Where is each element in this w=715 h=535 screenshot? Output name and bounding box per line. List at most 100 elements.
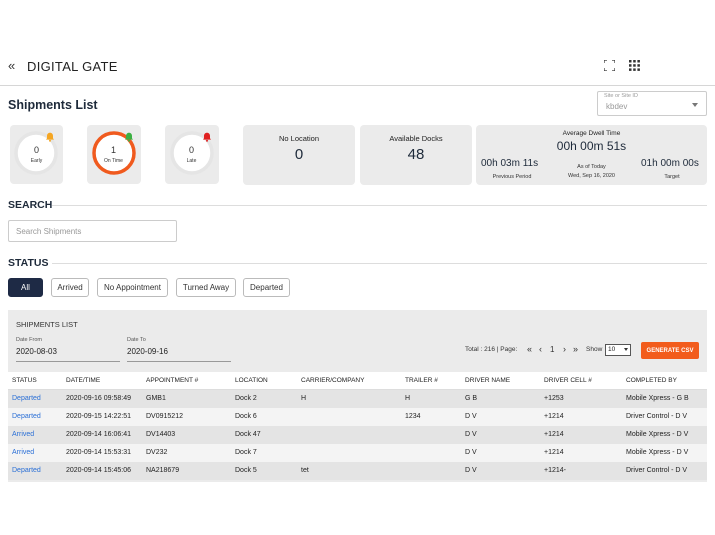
filter-no-appointment-button[interactable]: No Appointment	[97, 278, 168, 297]
dwell-previous-label: Previous Period	[492, 174, 532, 180]
chevron-down-icon	[624, 348, 628, 351]
filter-departed-button[interactable]: Departed	[243, 278, 290, 297]
search-divider	[52, 205, 707, 206]
date-to-label: Date To	[127, 337, 146, 343]
table-row[interactable]: Arrived 2020-09-14 16:06:41 DV14403 Dock…	[8, 426, 707, 444]
search-heading: SEARCH	[8, 199, 53, 211]
appointment-cell: DV14403	[146, 431, 176, 438]
double-chevron-left-icon[interactable]: «	[8, 58, 16, 73]
driver-cell-cell: +1214	[544, 449, 564, 456]
late-label: Late	[186, 158, 197, 164]
site-select[interactable]: Site or Site ID kbdev	[597, 91, 707, 116]
dwell-as-of-date: Wed, Sep 16, 2020	[568, 173, 615, 179]
grid-icon[interactable]	[629, 60, 640, 71]
page-size-value: 10	[608, 346, 616, 353]
date-time-cell: 2020-09-16 09:58:49	[66, 395, 131, 402]
first-page-button[interactable]: «	[527, 344, 533, 354]
column-header[interactable]: APPOINTMENT #	[146, 377, 199, 384]
fullscreen-icon[interactable]	[604, 60, 615, 71]
early-gauge	[14, 131, 58, 175]
dwell-target-label: Target	[664, 174, 680, 180]
shipments-list-title: SHIPMENTS LIST	[16, 320, 78, 329]
location-cell: Dock 7	[235, 449, 257, 456]
on-time-label: On Time	[104, 158, 123, 164]
driver-cell-cell: +1214	[544, 431, 564, 438]
page-size-select[interactable]: 10	[605, 344, 631, 356]
status-divider	[52, 263, 707, 264]
show-label: Show	[586, 346, 603, 353]
location-cell: Dock 47	[235, 431, 261, 438]
early-label: Early	[30, 158, 43, 164]
table-row[interactable]: Departed 2020-09-16 09:58:49 GMB1 Dock 2…	[8, 390, 707, 408]
top-bar: « DIGITAL GATE	[0, 46, 715, 86]
table-row[interactable]: Departed 2020-09-14 15:45:06 NA218679 Do…	[8, 462, 707, 480]
dwell-previous-value: 00h 03m 11s	[481, 158, 539, 169]
late-card[interactable]: 0 Late	[165, 125, 219, 184]
date-time-cell: 2020-09-14 15:45:06	[66, 467, 131, 474]
prev-page-button[interactable]: ‹	[539, 344, 542, 354]
available-docks-title: Available Docks	[389, 134, 443, 143]
location-cell: Dock 5	[235, 467, 257, 474]
driver-cell-cell: +1214	[544, 413, 564, 420]
filter-turned-away-button[interactable]: Turned Away	[176, 278, 236, 297]
early-count: 0	[33, 145, 39, 155]
driver-name-cell: G B	[465, 395, 478, 402]
column-header[interactable]: STATUS	[12, 377, 37, 384]
early-card[interactable]: 0 Early	[10, 125, 63, 184]
carrier-cell: H	[301, 395, 307, 402]
bell-icon	[46, 132, 54, 142]
column-header[interactable]: LOCATION	[235, 377, 268, 384]
no-location-title: No Location	[278, 134, 320, 143]
location-cell: Dock 6	[235, 413, 257, 420]
status-link[interactable]: Departed	[12, 395, 41, 402]
status-link[interactable]: Arrived	[12, 431, 35, 438]
date-from-label: Date From	[16, 337, 42, 343]
status-link[interactable]: Arrived	[12, 449, 35, 456]
column-header[interactable]: DATE/TIME	[66, 377, 101, 384]
dwell-target-value: 01h 00m 00s	[641, 158, 699, 169]
dwell-time-card: Average Dwell Time 00h 00m 51s 00h 03m 1…	[476, 125, 707, 185]
app-title: DIGITAL GATE	[27, 59, 118, 74]
on-time-gauge	[92, 131, 136, 175]
date-from-input[interactable]: 2020-08-03	[16, 347, 120, 362]
driver-cell-cell: +1253	[544, 395, 564, 402]
driver-name-cell: D V	[465, 449, 477, 456]
page-title: Shipments List	[8, 98, 98, 112]
completed-by-cell: Mobile Xpress - D V	[626, 449, 689, 456]
column-header[interactable]: COMPLETED BY	[626, 377, 677, 384]
total-count: Total : 216 | Page:	[465, 346, 518, 353]
search-input[interactable]	[8, 220, 177, 242]
status-link[interactable]: Departed	[12, 467, 41, 474]
date-to-input[interactable]: 2020-09-16	[127, 347, 231, 362]
filter-all-button[interactable]: All	[8, 278, 43, 297]
chevron-down-icon	[692, 103, 698, 107]
on-time-count: 1	[110, 145, 116, 155]
dwell-title: Average Dwell Time	[562, 130, 621, 137]
late-count: 0	[188, 145, 194, 155]
last-page-button[interactable]: »	[573, 344, 579, 354]
column-header[interactable]: TRAILER #	[405, 377, 438, 384]
site-select-label: Site or Site ID	[604, 93, 638, 99]
location-cell: Dock 2	[235, 395, 257, 402]
available-docks-card[interactable]: Available Docks 48	[360, 125, 472, 185]
column-header[interactable]: DRIVER NAME	[465, 377, 511, 384]
column-header[interactable]: CARRIER/COMPANY	[301, 377, 365, 384]
table-row[interactable]: Arrived 2020-09-14 15:53:31 DV232 Dock 7…	[8, 444, 707, 462]
appointment-cell: DV0915212	[146, 413, 183, 420]
status-link[interactable]: Departed	[12, 413, 41, 420]
generate-csv-button[interactable]: GENERATE CSV	[641, 342, 699, 359]
filter-arrived-button[interactable]: Arrived	[51, 278, 89, 297]
trailer-cell: 1234	[405, 413, 421, 420]
dwell-as-of-label: As of Today	[577, 164, 606, 170]
appointment-cell: NA218679	[146, 467, 180, 474]
completed-by-cell: Driver Control - D V	[626, 467, 688, 474]
date-time-cell: 2020-09-14 16:06:41	[66, 431, 131, 438]
late-gauge	[170, 131, 214, 175]
appointment-cell: GMB1	[146, 395, 166, 402]
no-location-card[interactable]: No Location 0	[243, 125, 355, 185]
table-row[interactable]: Departed 2020-09-15 14:22:51 DV0915212 D…	[8, 408, 707, 426]
column-header[interactable]: DRIVER CELL #	[544, 377, 592, 384]
available-docks-value: 48	[407, 146, 425, 163]
on-time-card[interactable]: 1 On Time	[87, 125, 141, 184]
next-page-button[interactable]: ›	[563, 344, 566, 354]
